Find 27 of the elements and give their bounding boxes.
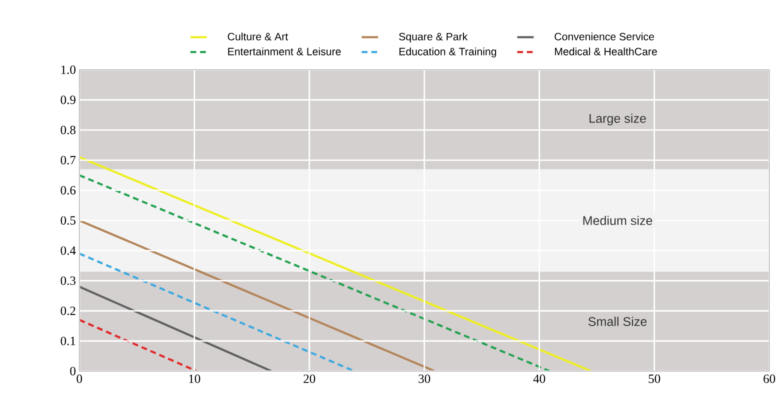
band-label: Small Size [588,316,647,326]
y-tick-label: 0.2 [60,306,76,316]
y-tick-label: 0.8 [60,126,76,134]
y-tick-label: 0.1 [60,336,76,346]
band-label: Large size [590,114,646,126]
legend-label: Convenience Service [554,32,654,40]
x-tick-label: 60 [764,374,776,384]
legend-label: Culture & Art [228,32,288,40]
legend-label: Education & Training [399,48,496,58]
x-tick-label: 20 [304,374,316,384]
y-tick-label: 0.4 [60,246,76,255]
x-tick-label: 40 [533,374,546,384]
y-tick-label: 0.7 [60,156,76,164]
y-tick-label: 1.0 [61,66,76,74]
x-tick-label: 0 [76,374,82,384]
x-tick-label: 30 [418,374,430,384]
legend-label: Medical & HealthCare [555,48,657,56]
y-tick-label: 0 [70,366,76,376]
x-tick-label: 10 [189,374,200,384]
y-tick-label: 0.3 [60,276,76,285]
band-label: Medium size [583,216,652,226]
x-tick-label: 50 [648,374,660,384]
y-tick-label: 0.9 [60,96,76,104]
y-tick-label: 0.5 [60,216,76,225]
y-tick-label: 0.6 [60,186,76,195]
legend-label: Square & Park [399,32,468,42]
legend-label: Entertainment & Leisure [228,48,341,56]
